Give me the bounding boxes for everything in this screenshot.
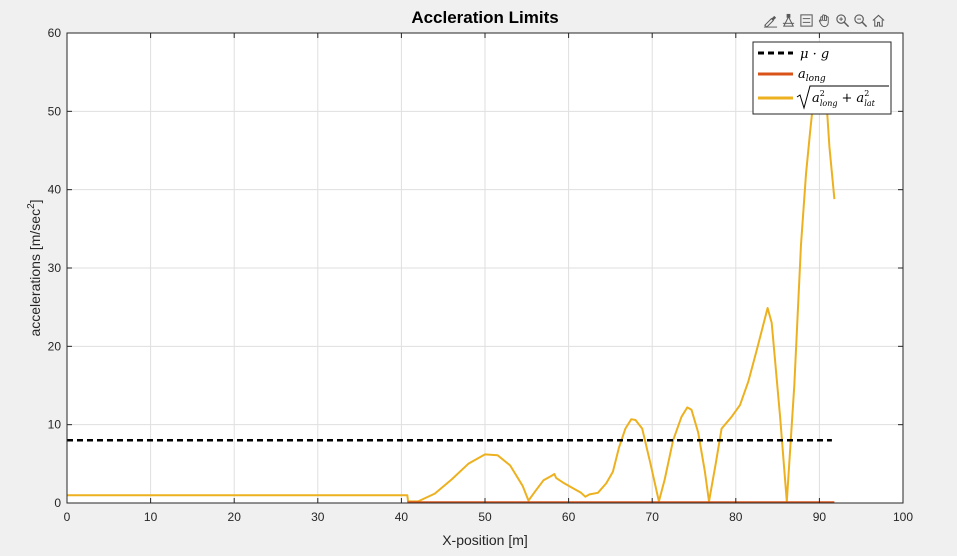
x-tick-label: 40 (395, 510, 409, 524)
legend-label-a-total: a2 long + a2 lat (812, 89, 876, 108)
axis-ticks (66, 32, 904, 504)
y-tick-label: 50 (48, 104, 62, 118)
home-icon[interactable] (870, 11, 887, 29)
x-tick-label: 20 (228, 510, 242, 524)
x-tick-label: 90 (813, 510, 827, 524)
legend-sqrt-sign (796, 85, 889, 110)
legend-label-a-long: along (798, 67, 826, 84)
x-axis-label: X-position [m] (442, 532, 528, 548)
y-tick-labels: 0 10 20 30 40 50 60 (48, 26, 62, 510)
pan-icon[interactable] (816, 11, 833, 29)
y-tick-label: 40 (48, 183, 62, 197)
legend-total-sub2: lat (864, 99, 875, 108)
y-axis-label-superscript: 2 (26, 203, 37, 209)
data-tips-icon[interactable] (780, 11, 797, 29)
x-tick-labels: 0 10 20 30 40 50 60 70 80 90 100 (64, 510, 914, 524)
y-axis-label: accelerations [m/sec2] (26, 199, 43, 336)
series-group (67, 63, 836, 503)
y-tick-label: 20 (48, 339, 62, 353)
legend-total-sup2: 2 (864, 89, 869, 98)
x-tick-label: 0 (64, 510, 71, 524)
x-tick-label: 50 (478, 510, 492, 524)
legend-total-sup1: 2 (820, 89, 825, 98)
series-line-a-total (67, 63, 836, 503)
legend-box (752, 41, 892, 115)
x-tick-label: 30 (311, 510, 325, 524)
x-tick-label: 60 (562, 510, 576, 524)
x-tick-label: 80 (729, 510, 743, 524)
x-tick-label: 100 (893, 510, 913, 524)
zoom-out-icon[interactable] (852, 11, 869, 29)
legend-label-mu-g: μ · g (800, 47, 829, 62)
chart-title: Accleration Limits (411, 8, 558, 27)
x-tick-label: 10 (144, 510, 158, 524)
y-tick-label: 0 (54, 496, 61, 510)
y-tick-label: 60 (48, 26, 62, 40)
legend-total-a1: a (812, 91, 820, 106)
legend-a-long-base: a (798, 67, 806, 82)
legend-total-plus: + (842, 91, 853, 106)
legend-total-a2: a (856, 91, 864, 106)
legend-toggle-icon[interactable] (798, 11, 815, 29)
legend-total-sub1: long (820, 99, 838, 108)
brush-icon[interactable] (762, 11, 779, 29)
zoom-in-icon[interactable] (834, 11, 851, 29)
y-axis-label-main: accelerations [m/sec (27, 209, 43, 337)
x-tick-label: 70 (646, 510, 660, 524)
legend-a-long-sub: long (806, 74, 826, 84)
y-axis-label-suffix: ] (27, 199, 43, 203)
axes-toolbar (762, 10, 887, 30)
y-tick-label: 10 (48, 418, 62, 432)
legend[interactable]: μ · g along a2 long + a2 lat (752, 41, 892, 115)
y-tick-label: 30 (48, 261, 62, 275)
